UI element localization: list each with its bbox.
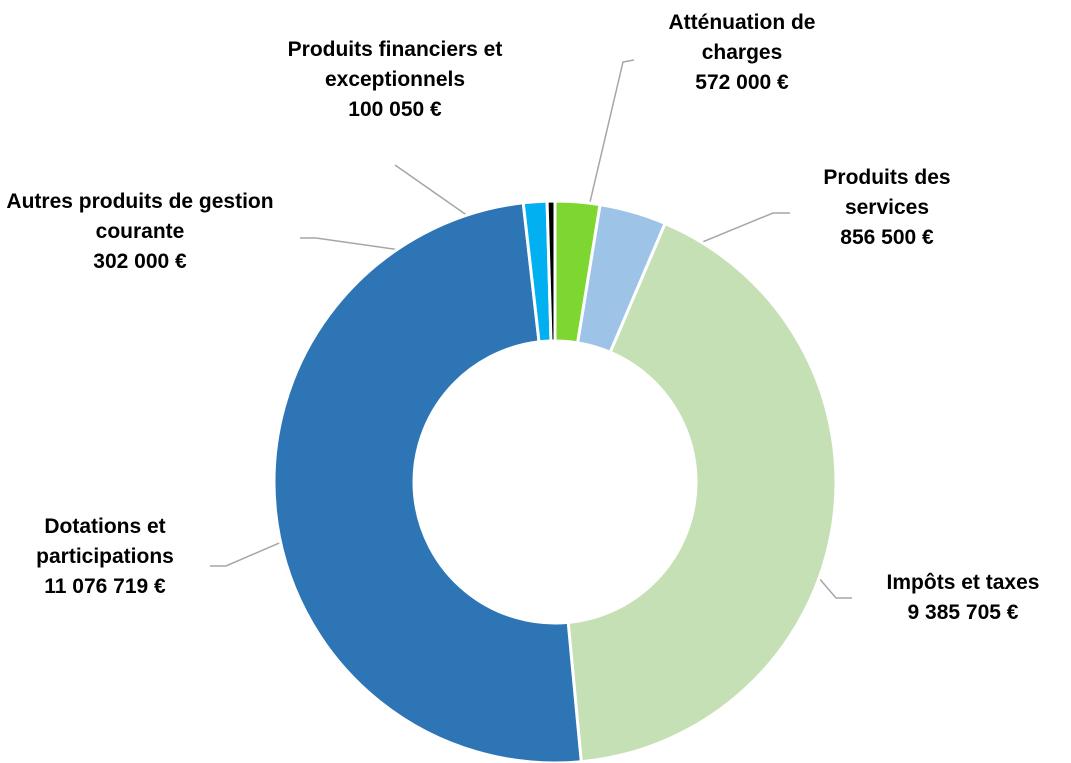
category-label: Produits financiers et exceptionnels (287, 38, 503, 91)
value-label: 100 050 € (348, 98, 442, 121)
value-label: 9 385 705 € (907, 601, 1019, 624)
leader-line (573, 59, 635, 271)
category-label: Impôts et taxes (886, 571, 1040, 594)
value-label: 856 500 € (840, 226, 934, 249)
data-label: Produits financiers et exceptionnels 100 … (250, 35, 540, 125)
data-label: Atténuation de charges 572 000 € (637, 8, 847, 98)
category-label: Produits des services (823, 166, 951, 219)
value-label: 572 000 € (695, 71, 789, 94)
value-label: 11 076 719 € (44, 575, 166, 598)
slice (272, 201, 583, 763)
slice (545, 199, 557, 343)
category-label: Atténuation de charges (668, 11, 816, 64)
category-label: Dotations et participations (36, 515, 174, 568)
value-label: 302 000 € (93, 250, 187, 273)
data-label: Dotations et participations 11 076 719 € (10, 512, 200, 602)
category-label: Autres produits de gestion courante (6, 190, 274, 243)
slice (566, 221, 838, 763)
data-label: Autres produits de gestion courante 302 0… (5, 187, 275, 277)
data-label: Produits des services 856 500 € (802, 163, 972, 253)
data-label: Impôts et taxes 9 385 705 € (838, 568, 1071, 628)
